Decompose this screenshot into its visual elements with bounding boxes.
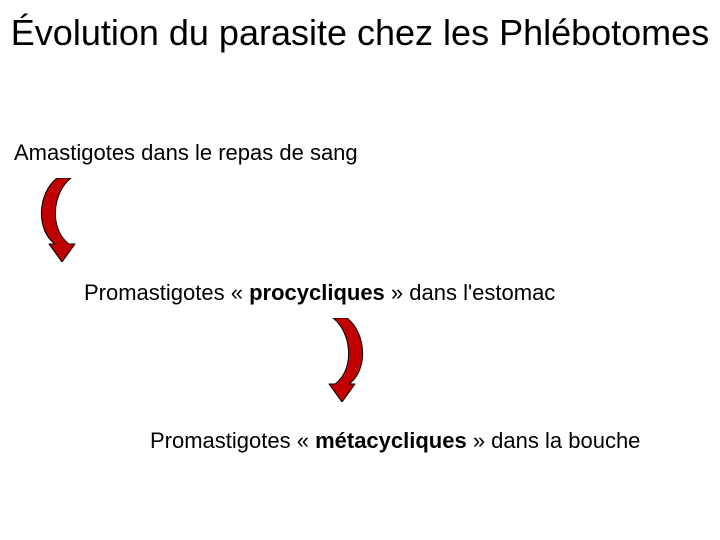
- step-1-text: Amastigotes dans le repas de sang: [14, 140, 358, 166]
- step-3-text: Promastigotes « métacycliques » dans la …: [150, 428, 640, 454]
- step-2-prefix: Promastigotes «: [84, 280, 249, 305]
- step-2-suffix: » dans l'estomac: [385, 280, 556, 305]
- step-3-suffix: » dans la bouche: [467, 428, 641, 453]
- step-2-bold: procycliques: [249, 280, 385, 305]
- step-2-text: Promastigotes « procycliques » dans l'es…: [84, 280, 555, 306]
- arrow-2: [316, 318, 364, 402]
- step-3-bold: métacycliques: [315, 428, 467, 453]
- arrow-1: [40, 178, 88, 262]
- slide-title: Évolution du parasite chez les Phlébotom…: [0, 12, 720, 53]
- step-3-prefix: Promastigotes «: [150, 428, 315, 453]
- slide: Évolution du parasite chez les Phlébotom…: [0, 0, 720, 540]
